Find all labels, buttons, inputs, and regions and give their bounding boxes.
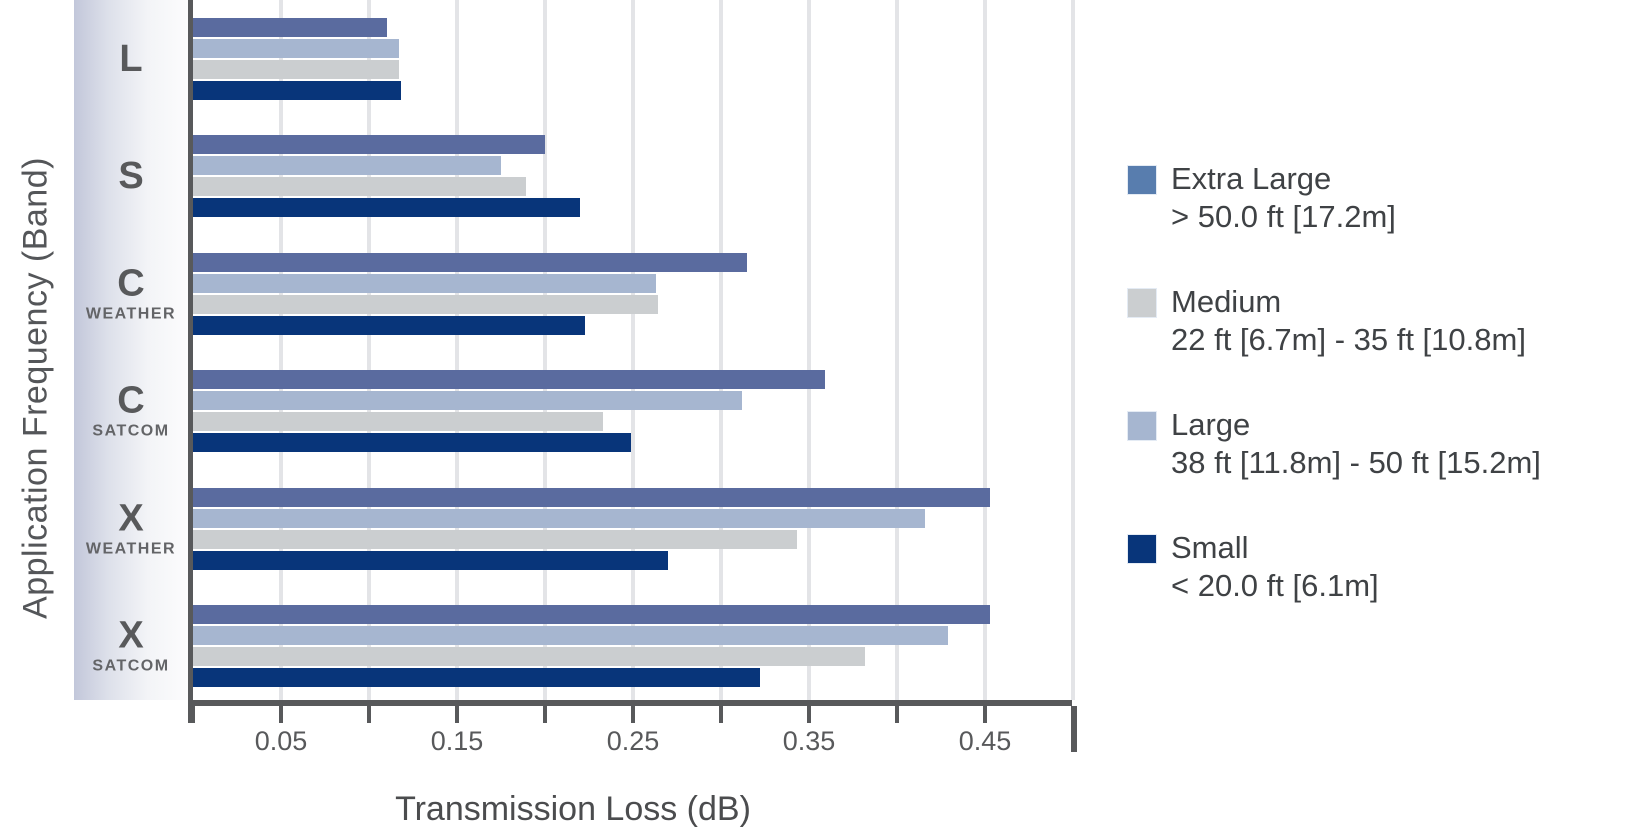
gridline [279,0,283,700]
gridline [719,0,723,700]
legend-item-extra-large: Extra Large > 50.0 ft [17.2m] [1128,160,1541,236]
y-axis-title: Application Frequency (Band) [16,157,55,619]
x-axis-tick-label: 0.35 [782,726,836,756]
category-label-s: S [74,157,188,195]
bar-l-large [193,39,399,58]
legend-text: Extra Large > 50.0 ft [17.2m] [1171,160,1396,236]
bar-c-satcom-large [193,391,742,410]
category-label-l: L [74,40,188,78]
gridline [455,0,459,700]
category-sublabel: WEATHER [85,305,177,323]
y-axis-line [188,0,193,723]
legend-item-range: < 20.0 ft [6.1m] [1171,568,1379,603]
legend-item-large: Large 38 ft [11.8m] - 50 ft [15.2m] [1128,406,1541,482]
bar-c-weather-extra-large [193,253,747,272]
bar-c-satcom-extra-large [193,370,825,389]
bar-x-satcom-large [193,626,948,645]
x-axis-tick [543,706,547,723]
x-axis-tick [719,706,723,723]
legend-item-range: > 50.0 ft [17.2m] [1171,199,1396,234]
bar-s-extra-large [193,135,545,154]
bar-s-medium [193,177,526,196]
bar-l-medium [193,60,399,79]
bar-x-weather-small [193,551,668,570]
legend-text: Small < 20.0 ft [6.1m] [1171,529,1379,605]
category-letter: S [118,155,144,197]
bar-l-small [193,81,401,100]
legend-swatch-extra-large [1128,166,1156,194]
legend-swatch-large [1128,412,1156,440]
x-axis-tick [191,706,195,723]
category-letter: C [117,379,145,422]
legend-item-small: Small < 20.0 ft [6.1m] [1128,529,1541,605]
category-sublabel: SATCOM [92,422,170,440]
bar-c-weather-large [193,274,656,293]
legend-item-medium: Medium 22 ft [6.7m] - 35 ft [10.8m] [1128,283,1541,359]
x-axis-tick [807,706,811,723]
x-axis-tick [455,706,459,723]
category-letter: X [118,614,144,657]
legend-item-name: Small [1171,530,1249,565]
x-axis-line [188,700,1072,706]
x-axis-tick [631,706,635,723]
bar-x-weather-large [193,509,925,528]
legend-swatch-small [1128,535,1156,563]
gridline [1071,0,1075,700]
bar-x-weather-extra-large [193,488,990,507]
bar-x-weather-medium [193,530,797,549]
x-axis-tick [1071,706,1077,752]
category-label-x-satcom: X SATCOM [74,617,188,676]
legend-item-name: Medium [1171,284,1282,319]
bar-c-satcom-small [193,433,631,452]
gridline [631,0,635,700]
bar-c-weather-small [193,316,585,335]
gridline [543,0,547,700]
category-letter: X [118,497,144,540]
bar-s-small [193,198,580,217]
x-axis-tick-label: 0.45 [958,726,1012,756]
bar-x-satcom-small [193,668,760,687]
bar-x-satcom-extra-large [193,605,990,624]
legend-item-range: 38 ft [11.8m] - 50 ft [15.2m] [1171,445,1541,480]
gridline [807,0,811,700]
legend-item-name: Extra Large [1171,161,1332,196]
category-label-c-weather: C WEATHER [74,265,188,324]
bar-l-extra-large [193,18,387,37]
legend-swatch-medium [1128,289,1156,317]
bar-x-satcom-medium [193,647,865,666]
category-sublabel: SATCOM [92,657,170,675]
x-axis-tick [983,706,987,723]
category-label-strip: L S C WEATHER C SATCOM X WEATHER X SATCOM [74,0,188,700]
x-axis-tick-label: 0.05 [254,726,308,756]
category-letter: L [119,38,143,80]
x-axis-tick-label: 0.15 [430,726,484,756]
category-sublabel: WEATHER [85,540,177,558]
bar-s-large [193,156,501,175]
x-axis-tick [895,706,899,723]
category-letter: C [117,262,145,305]
bar-c-satcom-medium [193,412,603,431]
category-label-c-satcom: C SATCOM [74,382,188,441]
plot-area [193,0,1075,700]
legend: Extra Large > 50.0 ft [17.2m] Medium 22 ft … [1128,160,1541,652]
legend-text: Medium 22 ft [6.7m] - 35 ft [10.8m] [1171,283,1526,359]
x-axis-tick [367,706,371,723]
legend-item-range: 22 ft [6.7m] - 35 ft [10.8m] [1171,322,1526,357]
x-axis-tick-label: 0.25 [606,726,660,756]
x-axis-tick [279,706,283,723]
legend-item-name: Large [1171,407,1251,442]
category-label-x-weather: X WEATHER [74,500,188,559]
bar-c-weather-medium [193,295,658,314]
legend-text: Large 38 ft [11.8m] - 50 ft [15.2m] [1171,406,1541,482]
x-axis-title: Transmission Loss (dB) [395,790,751,828]
gridline [367,0,371,700]
gridline [895,0,899,700]
gridline [983,0,987,700]
